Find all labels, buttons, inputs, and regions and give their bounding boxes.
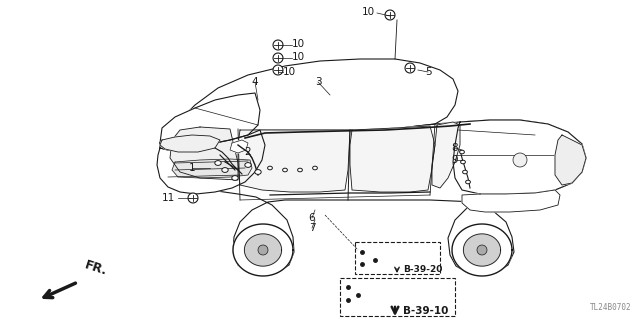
Polygon shape xyxy=(453,120,586,194)
Polygon shape xyxy=(273,65,283,75)
Polygon shape xyxy=(273,53,283,63)
Text: B-39-20: B-39-20 xyxy=(403,265,442,275)
Text: 10: 10 xyxy=(292,39,305,49)
Polygon shape xyxy=(460,150,465,154)
Polygon shape xyxy=(230,140,248,153)
Polygon shape xyxy=(463,234,500,266)
Polygon shape xyxy=(244,234,282,266)
Polygon shape xyxy=(298,168,302,172)
Text: 4: 4 xyxy=(252,77,259,87)
Polygon shape xyxy=(245,163,251,167)
Text: FR.: FR. xyxy=(83,258,109,278)
Polygon shape xyxy=(215,160,221,165)
Text: 10: 10 xyxy=(362,7,375,17)
Polygon shape xyxy=(160,93,260,150)
Text: 7: 7 xyxy=(308,223,316,233)
Polygon shape xyxy=(157,130,265,194)
Polygon shape xyxy=(466,180,470,184)
Circle shape xyxy=(258,245,268,255)
Polygon shape xyxy=(160,120,586,275)
Polygon shape xyxy=(170,127,238,180)
Polygon shape xyxy=(232,175,238,180)
Text: 1: 1 xyxy=(189,163,195,173)
Polygon shape xyxy=(255,170,261,174)
Polygon shape xyxy=(222,167,228,172)
Text: TL24B0702: TL24B0702 xyxy=(590,303,632,312)
Text: 5: 5 xyxy=(425,67,431,77)
Polygon shape xyxy=(555,135,586,185)
Polygon shape xyxy=(160,135,220,152)
Polygon shape xyxy=(160,125,238,180)
Polygon shape xyxy=(238,130,350,192)
Polygon shape xyxy=(385,10,395,20)
Polygon shape xyxy=(175,59,458,130)
Polygon shape xyxy=(172,159,252,178)
Polygon shape xyxy=(462,190,560,212)
Polygon shape xyxy=(188,193,198,203)
Polygon shape xyxy=(405,63,415,73)
Polygon shape xyxy=(273,40,283,50)
Polygon shape xyxy=(432,122,460,188)
Polygon shape xyxy=(452,224,512,276)
Text: 11: 11 xyxy=(162,193,175,203)
Text: 2: 2 xyxy=(244,147,252,157)
Circle shape xyxy=(477,245,487,255)
Text: 10: 10 xyxy=(283,67,296,77)
Bar xyxy=(355,242,440,274)
Text: 8: 8 xyxy=(452,143,458,153)
Polygon shape xyxy=(233,224,293,276)
Text: B-39-10: B-39-10 xyxy=(403,306,449,316)
Polygon shape xyxy=(268,166,273,170)
Bar xyxy=(340,278,455,316)
Polygon shape xyxy=(312,166,317,170)
Polygon shape xyxy=(463,170,467,174)
Text: 3: 3 xyxy=(315,77,321,87)
Text: 9: 9 xyxy=(452,155,458,165)
Text: 6: 6 xyxy=(308,213,316,223)
Text: 10: 10 xyxy=(292,52,305,62)
Polygon shape xyxy=(350,126,435,192)
Polygon shape xyxy=(283,168,287,172)
Polygon shape xyxy=(461,160,465,164)
Circle shape xyxy=(513,153,527,167)
